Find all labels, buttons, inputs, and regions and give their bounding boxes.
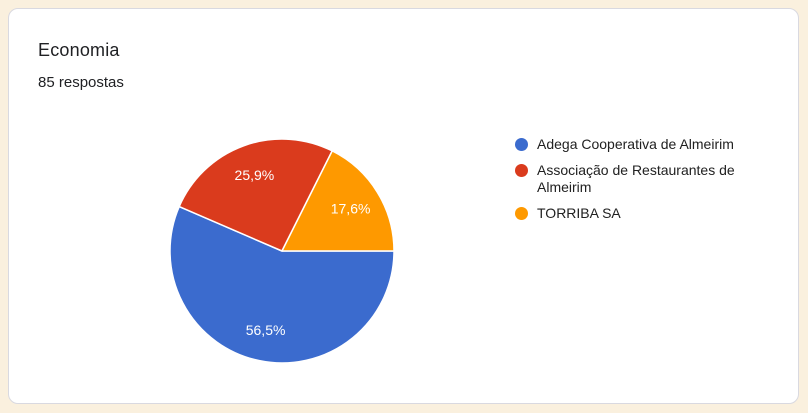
pie-chart[interactable]: 56,5% 25,9% 17,6% bbox=[167, 136, 397, 366]
legend-label: Adega Cooperativa de Almeirim bbox=[537, 136, 734, 152]
pie-slice[interactable] bbox=[178, 138, 333, 252]
legend-item: Adega Cooperativa de Almeirim bbox=[515, 136, 761, 153]
response-count: 85 respostas bbox=[38, 74, 124, 91]
pie-slice-label: 17,6% bbox=[331, 201, 371, 217]
legend-color-dot bbox=[515, 138, 528, 151]
pie-slice[interactable] bbox=[169, 205, 395, 364]
legend-color-dot bbox=[515, 207, 528, 220]
summary-card: Economia 85 respostas 56,5% 25,9% 17,6% Ad… bbox=[8, 8, 799, 404]
legend-label: TORRIBA SA bbox=[537, 205, 621, 221]
legend-item: Associação de Restaurantes de Almeirim bbox=[515, 162, 761, 196]
pie-slice-label: 56,5% bbox=[246, 322, 286, 338]
legend-item: TORRIBA SA bbox=[515, 205, 761, 222]
pie-slice[interactable] bbox=[281, 150, 395, 252]
chart-legend: Adega Cooperativa de Almeirim Associação … bbox=[515, 136, 761, 222]
pie-slice-label: 25,9% bbox=[235, 167, 275, 183]
legend-color-dot bbox=[515, 164, 528, 177]
question-title: Economia bbox=[38, 40, 120, 60]
legend-label: Associação de Restaurantes de Almeirim bbox=[537, 162, 735, 195]
